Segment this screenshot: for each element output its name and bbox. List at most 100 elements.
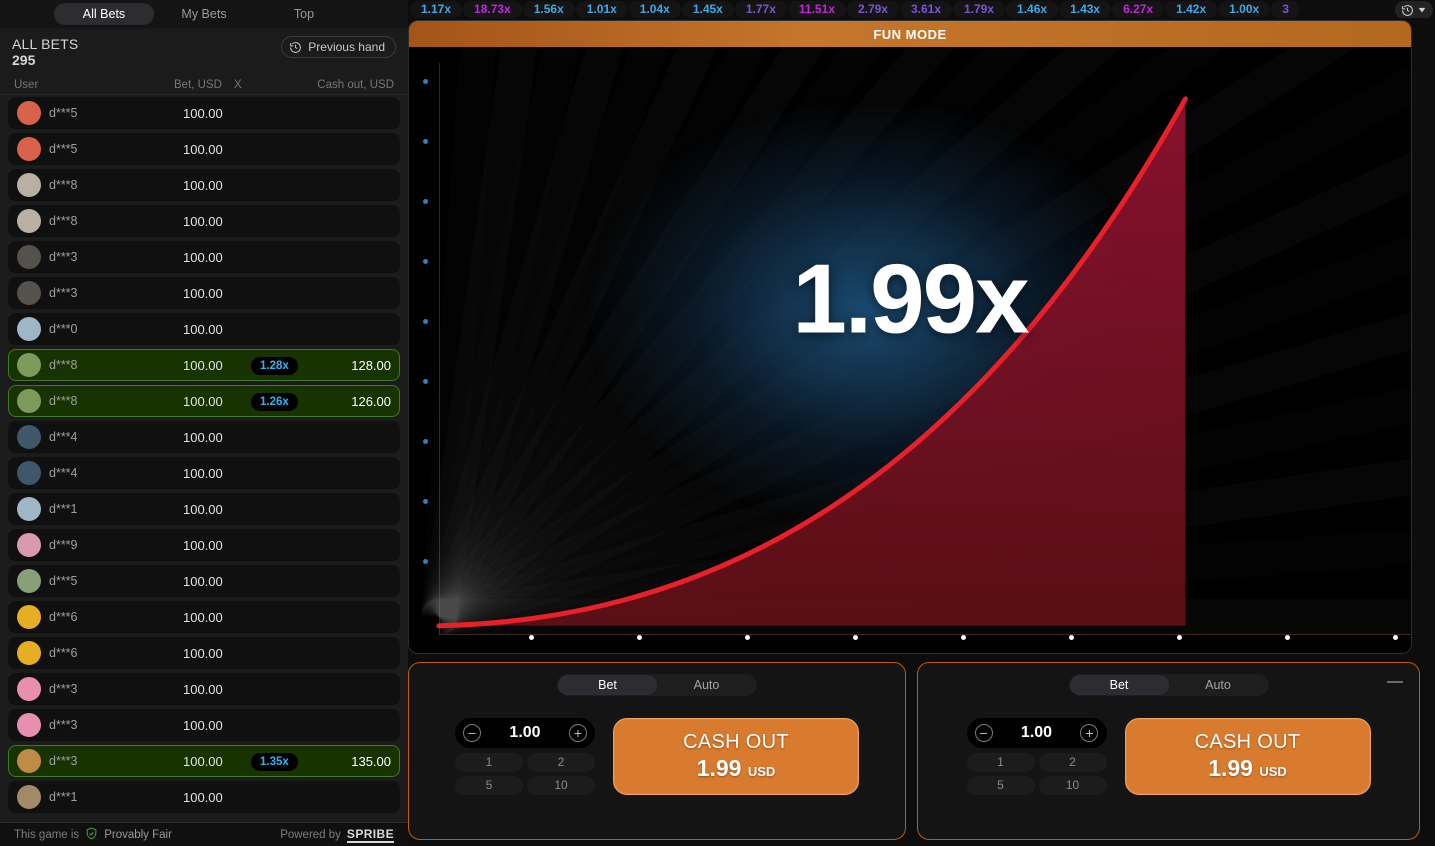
table-row[interactable]: d***4 100.00: [8, 421, 400, 453]
x-axis-dot: [1069, 635, 1074, 640]
history-multiplier-chip[interactable]: 1.77x: [734, 0, 787, 18]
tabs-group: All Bets My Bets Top: [54, 2, 354, 26]
history-multiplier-chip[interactable]: 2.79x: [846, 0, 899, 18]
tab-all-bets[interactable]: All Bets: [54, 3, 154, 25]
table-row[interactable]: d***9 100.00: [8, 529, 400, 561]
cash-out-label: CASH OUT: [1194, 731, 1301, 753]
cash-out-value: 1.99: [696, 755, 742, 781]
history-multiplier-chip[interactable]: 1.45x: [681, 0, 734, 18]
game-canvas: FUN MODE 1.99x: [408, 20, 1412, 654]
quick-amount-5[interactable]: 5: [455, 776, 523, 795]
table-row[interactable]: d***8 100.00: [8, 205, 400, 237]
quick-amount-2[interactable]: 2: [1038, 753, 1107, 772]
history-multiplier-chip[interactable]: 1.00x: [1218, 0, 1271, 18]
history-multiplier-chip[interactable]: 11.51x: [787, 0, 846, 18]
mode-bet-button[interactable]: Bet: [558, 675, 657, 695]
history-multiplier-chip[interactable]: 1.43x: [1059, 0, 1112, 18]
minimize-icon[interactable]: [1387, 681, 1403, 683]
minus-circle-icon[interactable]: −: [974, 724, 993, 742]
provably-fair-footer: This game is Provably Fair Powered by SP…: [0, 822, 408, 846]
multiplier-curve: [436, 96, 1188, 629]
cash-out-button[interactable]: CASH OUT 1.99 USD: [613, 718, 859, 795]
bet-user: d***8: [49, 178, 78, 192]
table-row[interactable]: d***1 100.00: [8, 493, 400, 525]
mode-bet-button[interactable]: Bet: [1069, 675, 1169, 695]
history-multiplier-chip[interactable]: 1.46x: [1006, 0, 1059, 18]
tab-my-bets[interactable]: My Bets: [181, 7, 227, 21]
y-axis-ticks: [423, 79, 433, 627]
quick-amount-1[interactable]: 1: [966, 753, 1035, 772]
stake-input[interactable]: 1.00: [509, 724, 541, 741]
mode-auto-button[interactable]: Auto: [1205, 678, 1231, 692]
history-multiplier-chip[interactable]: 3.61x: [899, 0, 952, 18]
table-row[interactable]: d***4 100.00: [8, 457, 400, 489]
history-multiplier-chip[interactable]: 1.17x: [410, 0, 463, 18]
history-multiplier-chip[interactable]: 1.04x: [628, 0, 681, 18]
history-multiplier-chip[interactable]: 1.01x: [575, 0, 628, 18]
quick-amount-5[interactable]: 5: [966, 776, 1035, 795]
bet-amount: 100.00: [183, 105, 223, 121]
game-area: 1.17x 18.73x 1.56x 1.01x 1.04x 1.45x 1.77x 11.5…: [408, 0, 1435, 846]
quick-amount-10[interactable]: 10: [1038, 776, 1107, 795]
plus-circle-icon[interactable]: +: [568, 724, 587, 742]
minus-circle-icon[interactable]: −: [463, 724, 481, 742]
chevron-down-icon: [1417, 5, 1427, 15]
avatar: [17, 281, 41, 305]
history-multiplier-chip[interactable]: 6.27x: [1112, 0, 1165, 18]
history-multiplier-chip[interactable]: 1.42x: [1165, 0, 1218, 18]
bet-user: d***8: [49, 214, 78, 228]
table-row[interactable]: d***6 100.00: [8, 637, 400, 669]
table-row[interactable]: d***6 100.00: [8, 601, 400, 633]
x-axis-ticks: [439, 635, 1403, 643]
plus-circle-icon[interactable]: +: [1080, 724, 1099, 742]
avatar: [17, 533, 41, 557]
bet-mode-switch: Bet Auto: [1068, 674, 1269, 696]
table-row[interactable]: d***8 100.00: [8, 169, 400, 201]
stake-input[interactable]: 1.00: [1020, 724, 1053, 741]
bets-list[interactable]: d***5 100.00 d***5 100.00 d***8 100.00 d***8 10…: [0, 95, 408, 822]
table-row[interactable]: d***5 100.00: [8, 97, 400, 129]
bets-tabbar: All Bets My Bets Top: [0, 0, 408, 28]
table-row[interactable]: d***3 100.00: [8, 241, 400, 273]
status-badge: 1.26x: [251, 392, 298, 411]
table-row[interactable]: d***5 100.00: [8, 565, 400, 597]
x-axis-dot: [1177, 635, 1182, 640]
table-row[interactable]: d***3 100.00: [8, 277, 400, 309]
history-multiplier-chip[interactable]: 18.73x: [463, 0, 522, 18]
table-row[interactable]: d***8 100.00 1.26x 126.00: [8, 385, 400, 417]
history-multiplier-chip[interactable]: 1.79x: [953, 0, 1006, 18]
this-game-is-label: This game is: [14, 828, 80, 841]
status-badge: 1.35x: [251, 752, 298, 771]
history-toggle-button[interactable]: [1395, 1, 1433, 18]
table-row[interactable]: d***5 100.00: [8, 133, 400, 165]
table-row[interactable]: d***3 100.00: [8, 709, 400, 741]
cash-out-value: 1.99: [1208, 755, 1253, 781]
provably-fair-link[interactable]: Provably Fair: [104, 828, 172, 841]
mode-auto-button[interactable]: Auto: [693, 678, 720, 692]
bet-multiplier-cell: 1.35x: [251, 752, 313, 771]
bet-amount: 100.00: [183, 501, 223, 517]
table-row[interactable]: d***3 100.00 1.35x 135.00: [8, 745, 400, 777]
quick-amount-10[interactable]: 10: [527, 776, 595, 795]
table-row[interactable]: d***0 100.00: [8, 313, 400, 345]
table-row[interactable]: d***8 100.00 1.28x 128.00: [8, 349, 400, 381]
avatar: [17, 425, 41, 449]
history-multiplier-chip[interactable]: 3: [1271, 0, 1300, 18]
column-cashout: Cash out, USD: [317, 78, 394, 91]
bet-user: d***6: [49, 646, 78, 660]
status-badge: 1.28x: [251, 356, 298, 375]
previous-hand-button[interactable]: Previous hand: [281, 36, 396, 58]
x-axis-dot: [961, 635, 966, 640]
quick-amount-1[interactable]: 1: [455, 753, 523, 772]
stake-control: − 1.00 +1 2 5 10: [966, 718, 1107, 795]
bet-user: d***3: [49, 754, 78, 768]
bet-user: d***3: [49, 286, 78, 300]
cash-out-button[interactable]: CASH OUT 1.99 USD: [1124, 718, 1371, 795]
table-row[interactable]: d***1 100.00: [8, 781, 400, 813]
avatar: [17, 209, 41, 233]
table-row[interactable]: d***3 100.00: [8, 673, 400, 705]
quick-amount-2[interactable]: 2: [527, 753, 595, 772]
tab-top[interactable]: Top: [293, 7, 315, 21]
history-multiplier-chip[interactable]: 1.56x: [522, 0, 575, 18]
